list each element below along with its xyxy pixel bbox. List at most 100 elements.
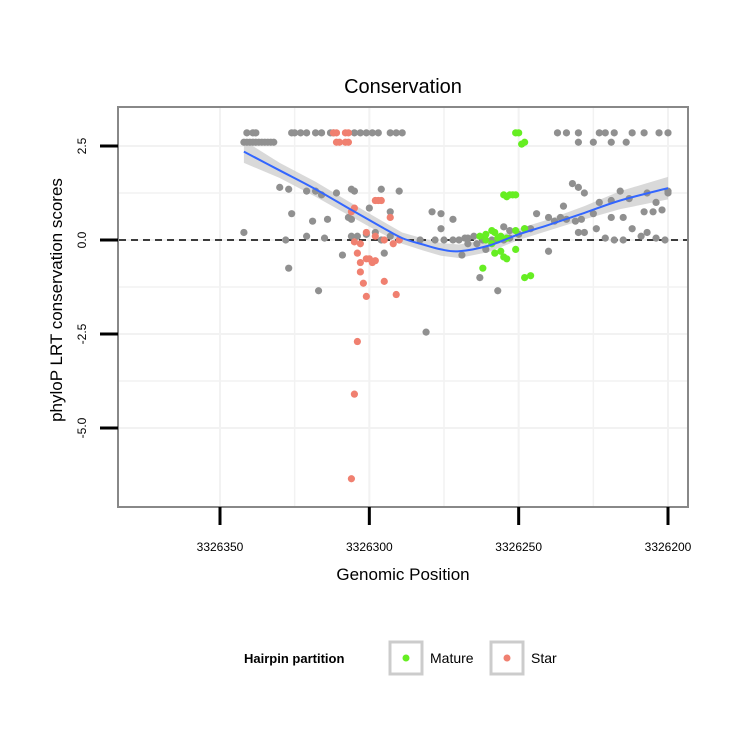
y-tick-label: 0.0 [75, 231, 89, 248]
data-point-other [350, 187, 358, 195]
data-point-other [464, 234, 472, 242]
data-point-other [640, 208, 648, 216]
legend-label-star: Star [531, 650, 557, 666]
data-point-other [416, 236, 424, 244]
data-point-other [368, 129, 376, 137]
x-tick-label: 3326250 [495, 540, 542, 554]
data-point-other [622, 138, 630, 146]
points-layer [240, 129, 672, 483]
legend: Hairpin partition Mature Star [244, 640, 557, 676]
data-point-other [574, 138, 583, 146]
y-tick-label: -2.5 [75, 323, 89, 344]
y-tick-label: -5.0 [75, 417, 89, 438]
data-point-other [285, 185, 293, 193]
data-point-star [356, 240, 364, 248]
data-point-other [556, 213, 565, 222]
data-point-star [347, 475, 356, 483]
data-point-star [371, 257, 379, 265]
data-point-star [389, 240, 397, 248]
data-point-other [440, 236, 448, 244]
data-point-other [276, 183, 284, 191]
data-point-other [589, 210, 597, 218]
data-point-other [500, 223, 508, 231]
data-point-other [568, 180, 577, 188]
data-point-other [311, 129, 320, 137]
data-point-other [288, 210, 296, 218]
data-point-other [308, 217, 317, 225]
data-point-mature [512, 245, 520, 253]
data-point-other [616, 187, 624, 195]
data-point-other [652, 198, 660, 206]
y-axis-title: phyloP LRT conservation scores [47, 178, 66, 422]
data-point-other [252, 129, 260, 137]
data-point-other [297, 129, 305, 137]
data-point-other [449, 236, 457, 244]
data-point-mature [503, 255, 511, 263]
smooth-line [243, 150, 669, 253]
data-point-other [562, 129, 571, 137]
data-point-star [362, 292, 370, 300]
data-point-star [377, 196, 385, 205]
data-point-mature [527, 272, 535, 280]
data-point-other [577, 215, 585, 223]
confidence-band-layer [243, 140, 669, 259]
data-point-other [607, 138, 615, 146]
data-point-other [640, 129, 648, 137]
data-point-other [428, 208, 436, 216]
data-point-other [574, 183, 583, 191]
data-point-star [392, 290, 400, 299]
data-point-other [458, 251, 466, 259]
data-point-other [395, 187, 403, 195]
data-point-other [317, 129, 326, 137]
data-point-other [243, 129, 251, 137]
data-point-other [303, 187, 311, 195]
data-point-other [574, 228, 583, 237]
data-point-other [320, 234, 329, 242]
data-point-other [386, 232, 394, 240]
data-point-other [595, 129, 603, 137]
data-point-other [574, 129, 583, 137]
data-point-other [285, 264, 293, 272]
data-point-other [455, 236, 463, 244]
legend-label-mature: Mature [430, 650, 474, 666]
data-point-other [601, 129, 609, 137]
data-point-mature [512, 191, 520, 199]
data-point-other [240, 228, 248, 237]
data-point-other [386, 208, 394, 216]
data-point-other [303, 232, 311, 240]
data-point-other [353, 232, 361, 240]
data-point-other [544, 247, 553, 255]
data-point-other [392, 129, 400, 137]
data-point-mature [476, 232, 484, 240]
data-point-star [362, 228, 370, 237]
data-point-star [359, 279, 367, 287]
data-point-mature [503, 193, 511, 201]
data-point-mature [497, 247, 505, 255]
legend-title: Hairpin partition [244, 651, 344, 666]
data-point-other [473, 240, 481, 248]
data-point-other [553, 129, 562, 137]
data-point-other [661, 236, 669, 244]
axes-layer: 3326350 3326300 3326250 3326200 2.5 0.0 -2.5 -5… [75, 137, 692, 554]
series-mature [476, 129, 535, 282]
data-point-other [601, 234, 609, 242]
data-point-other [291, 129, 299, 137]
data-point-mature [521, 138, 529, 146]
data-point-other [592, 225, 600, 233]
plot-panel [117, 106, 689, 508]
data-point-mature [494, 234, 502, 242]
data-point-other [655, 129, 663, 137]
data-point-other [380, 249, 388, 257]
x-axis-title: Genomic Position [336, 565, 469, 584]
data-point-other [628, 129, 636, 137]
data-point-mature [515, 129, 523, 137]
x-tick-label: 3326300 [346, 540, 393, 554]
data-point-star [353, 337, 361, 346]
data-point-star [386, 213, 394, 222]
data-point-other [303, 129, 311, 137]
data-point-other [347, 215, 356, 223]
data-point-other [347, 232, 356, 240]
data-point-star [356, 268, 364, 276]
data-point-other [619, 236, 627, 244]
